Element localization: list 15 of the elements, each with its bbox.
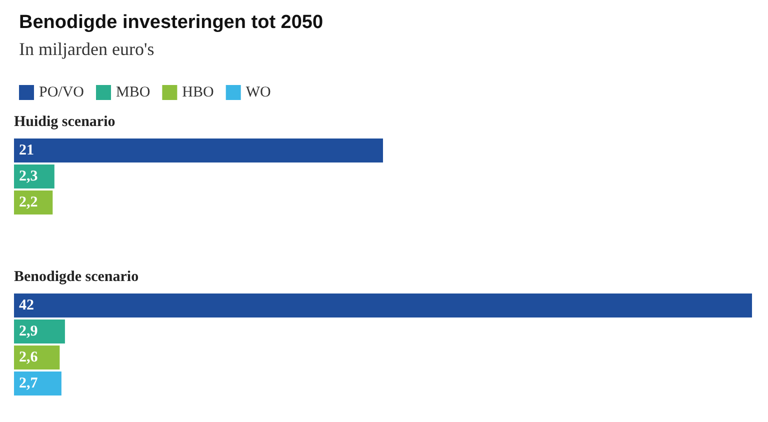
data-label: 21 [19,142,34,158]
legend-label: MBO [116,84,150,100]
data-label: 2,6 [19,350,38,366]
legend-label: PO/VO [39,84,84,100]
y-tick-label: Huidig scenario [14,114,116,130]
y-tick-label: Benodigde scenario [14,269,139,285]
chart-title: Benodigde investeringen tot 2050 [19,12,324,33]
legend-label: HBO [182,84,214,100]
data-label: 42 [19,298,34,314]
chart-subtitle: In miljarden euro's [19,39,154,59]
legend-label: WO [246,84,272,100]
data-label: 2,9 [19,324,38,340]
data-label: 2,2 [19,194,38,210]
data-label: 2,3 [19,168,38,184]
data-label: 2,7 [19,376,38,392]
